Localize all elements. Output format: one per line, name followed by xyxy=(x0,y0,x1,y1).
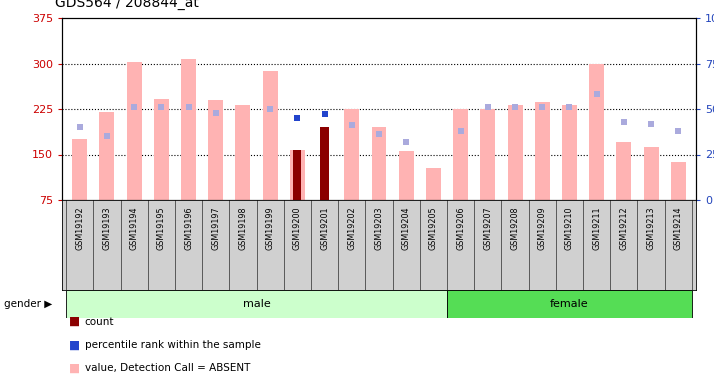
Text: ■: ■ xyxy=(69,315,80,328)
Bar xyxy=(616,142,631,200)
Text: GDS564 / 208844_at: GDS564 / 208844_at xyxy=(55,0,198,10)
Text: GSM19210: GSM19210 xyxy=(565,206,574,250)
Text: female: female xyxy=(550,299,589,309)
Text: GSM19203: GSM19203 xyxy=(375,206,383,250)
Text: male: male xyxy=(243,299,271,309)
Bar xyxy=(535,102,550,200)
Text: ■: ■ xyxy=(69,362,80,375)
Text: GSM19193: GSM19193 xyxy=(102,206,111,250)
Text: GSM19201: GSM19201 xyxy=(320,206,329,250)
Bar xyxy=(447,290,692,318)
Text: GSM19199: GSM19199 xyxy=(266,206,275,250)
Bar xyxy=(236,105,251,200)
Text: ■: ■ xyxy=(69,339,80,351)
Bar xyxy=(154,99,169,200)
Bar xyxy=(126,62,141,200)
Bar xyxy=(426,168,441,200)
Bar xyxy=(321,127,328,200)
Text: GSM19200: GSM19200 xyxy=(293,206,302,250)
Text: GSM19195: GSM19195 xyxy=(157,206,166,250)
Bar xyxy=(398,152,413,200)
Text: GSM19194: GSM19194 xyxy=(130,206,139,250)
Bar xyxy=(671,162,685,200)
Text: GSM19198: GSM19198 xyxy=(238,206,248,250)
Text: count: count xyxy=(85,317,114,327)
Bar xyxy=(290,150,305,200)
Text: GSM19204: GSM19204 xyxy=(402,206,411,250)
Bar xyxy=(293,150,301,200)
Text: GSM19211: GSM19211 xyxy=(592,206,601,250)
Text: GSM19202: GSM19202 xyxy=(347,206,356,250)
Bar xyxy=(508,105,523,200)
Bar xyxy=(263,71,278,200)
Text: GSM19207: GSM19207 xyxy=(483,206,493,250)
Text: GSM19209: GSM19209 xyxy=(538,206,547,250)
Text: GSM19213: GSM19213 xyxy=(647,206,655,250)
Text: percentile rank within the sample: percentile rank within the sample xyxy=(85,340,261,350)
Text: GSM19208: GSM19208 xyxy=(511,206,520,250)
Bar xyxy=(371,127,386,200)
Text: GSM19214: GSM19214 xyxy=(674,206,683,250)
Bar xyxy=(481,109,496,200)
Bar xyxy=(562,105,577,200)
Bar xyxy=(453,109,468,200)
Bar xyxy=(344,109,359,200)
Text: GSM19196: GSM19196 xyxy=(184,206,193,250)
Bar xyxy=(72,140,87,200)
Bar xyxy=(99,112,114,200)
Bar xyxy=(66,290,447,318)
Text: GSM19212: GSM19212 xyxy=(619,206,628,250)
Bar xyxy=(181,58,196,200)
Text: GSM19192: GSM19192 xyxy=(75,206,84,250)
Text: gender ▶: gender ▶ xyxy=(4,299,52,309)
Text: value, Detection Call = ABSENT: value, Detection Call = ABSENT xyxy=(85,363,250,373)
Text: GSM19205: GSM19205 xyxy=(429,206,438,250)
Bar xyxy=(589,64,604,200)
Bar xyxy=(643,147,658,200)
Bar xyxy=(208,100,223,200)
Text: GSM19206: GSM19206 xyxy=(456,206,465,250)
Text: GSM19197: GSM19197 xyxy=(211,206,220,250)
